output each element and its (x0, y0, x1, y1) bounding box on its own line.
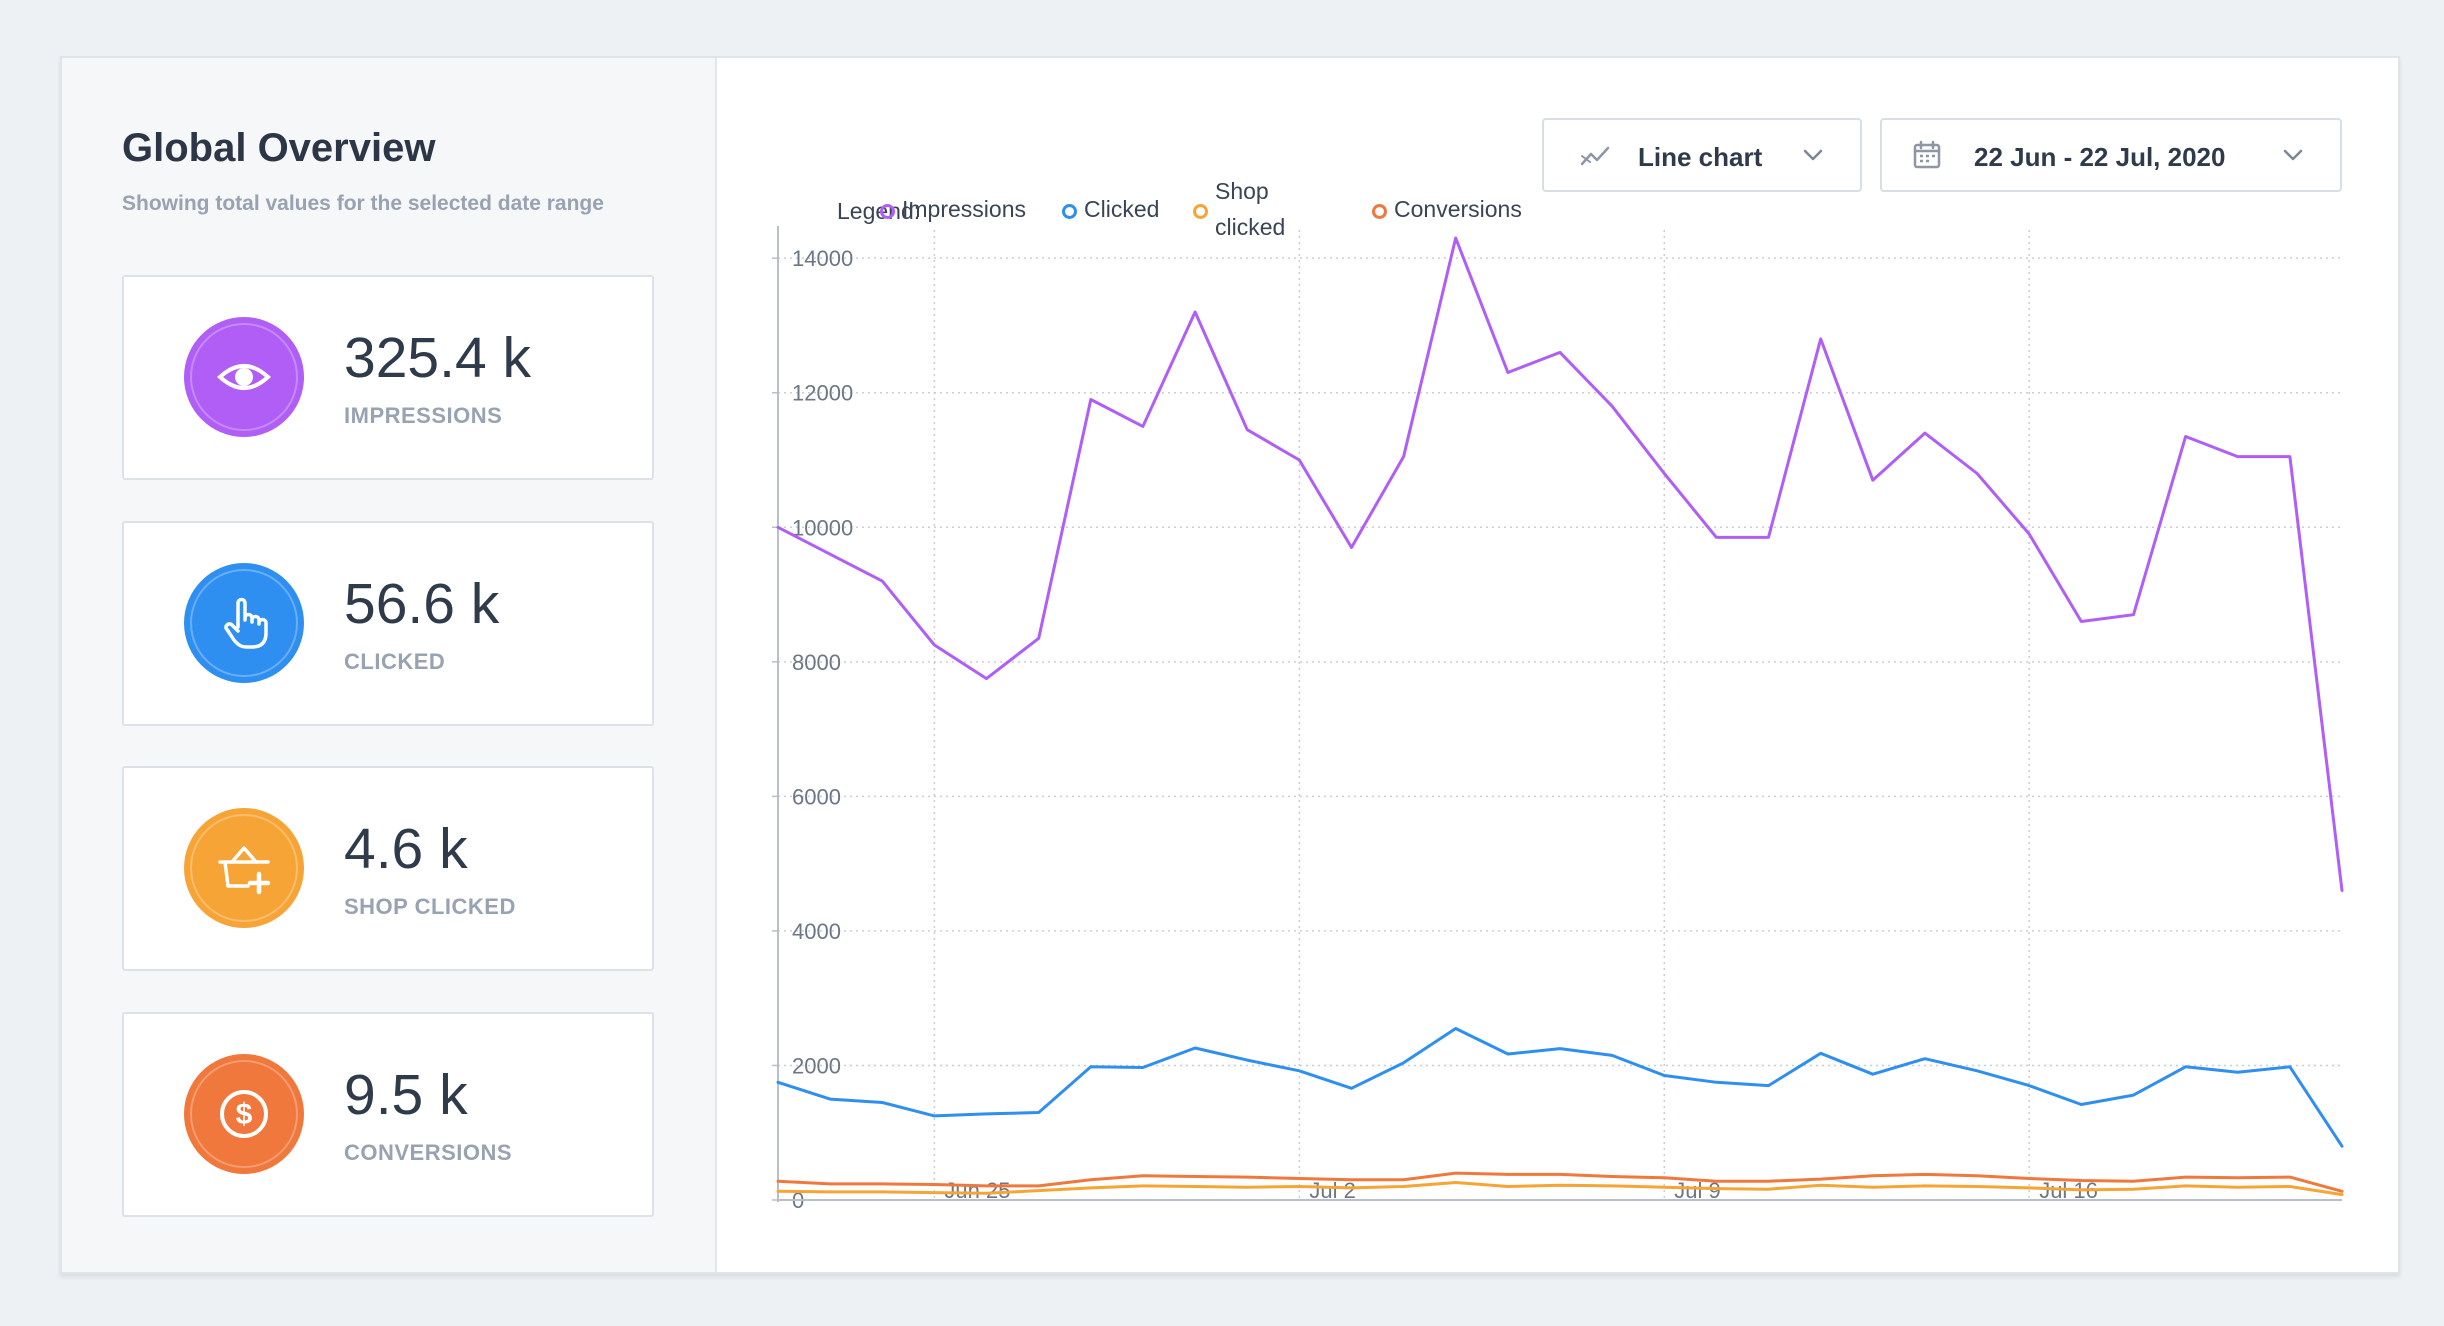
line-chart-icon (1580, 146, 1610, 166)
stat-card-conversions: $ 9.5 k CONVERSIONS (122, 1012, 654, 1217)
eye-icon (184, 317, 304, 437)
chart-type-value: Line chart (1638, 142, 1763, 172)
stat-label: IMPRESSIONS (344, 403, 503, 428)
legend-item-label: Clicked (1084, 196, 1160, 222)
series-line-impressions (776, 236, 2344, 892)
y-tick-label: 2000 (792, 1053, 841, 1078)
pointer-hand-icon (184, 563, 304, 683)
date-range-dropdown[interactable]: 22 Jun - 22 Jul, 2020 (1880, 118, 2342, 192)
legend-item-label: Conversions (1394, 196, 1522, 222)
legend-item-shop-clicked[interactable]: Shop clicked (1193, 178, 1313, 244)
series-line-shop-clicked (776, 1181, 2344, 1197)
y-tick-label: 6000 (792, 784, 841, 809)
y-tick-label: 8000 (792, 650, 841, 675)
legend-label: Legend: (837, 198, 921, 224)
legend-item-label: Shop (1215, 178, 1269, 204)
stat-value: 4.6 k (344, 817, 468, 881)
stat-label: CONVERSIONS (344, 1140, 513, 1165)
stat-card-impressions: 325.4 k IMPRESSIONS (122, 275, 654, 480)
stat-value: 56.6 k (344, 572, 500, 636)
legend-marker (1062, 204, 1077, 219)
stat-label: SHOP CLICKED (344, 894, 516, 919)
basket-add-icon (184, 808, 304, 928)
x-tick-label: Jul 2 (1309, 1178, 1355, 1203)
date-range-value: 22 Jun - 22 Jul, 2020 (1974, 142, 2226, 172)
legend-marker (1193, 204, 1208, 219)
page-title: Global Overview (122, 126, 436, 170)
dollar-icon: $ (184, 1054, 304, 1174)
stat-label: CLICKED (344, 649, 446, 674)
summary-panel: Global Overview Showing total values for… (62, 58, 717, 1272)
x-tick-label: Jun 25 (944, 1178, 1010, 1203)
calendar-icon (1913, 140, 1941, 169)
y-tick-label: 4000 (792, 919, 841, 944)
series-line-clicked (776, 1027, 2344, 1148)
legend-marker (1372, 204, 1387, 219)
legend-marker (880, 204, 895, 219)
y-tick-label: 10000 (792, 515, 853, 540)
chevron-down-icon (1803, 149, 1823, 161)
legend-item-label: clicked (1215, 214, 1286, 240)
page-subtitle: Showing total values for the selected da… (122, 192, 604, 215)
y-tick-label: 12000 (792, 381, 853, 406)
stat-value: 9.5 k (344, 1063, 468, 1127)
stat-card-clicked: 56.6 k CLICKED (122, 521, 654, 726)
y-tick-label: 14000 (792, 246, 853, 271)
stat-value: 325.4 k (344, 326, 531, 390)
stat-card-shop-clicked: 4.6 k SHOP CLICKED (122, 766, 654, 971)
overview-card: Global Overview Showing total values for… (60, 56, 2400, 1274)
legend-item-label: Impressions (902, 196, 1026, 222)
chevron-down-icon (2283, 149, 2303, 161)
chart-type-dropdown[interactable]: Line chart (1542, 118, 1862, 192)
series-line-conversions (776, 1171, 2344, 1193)
